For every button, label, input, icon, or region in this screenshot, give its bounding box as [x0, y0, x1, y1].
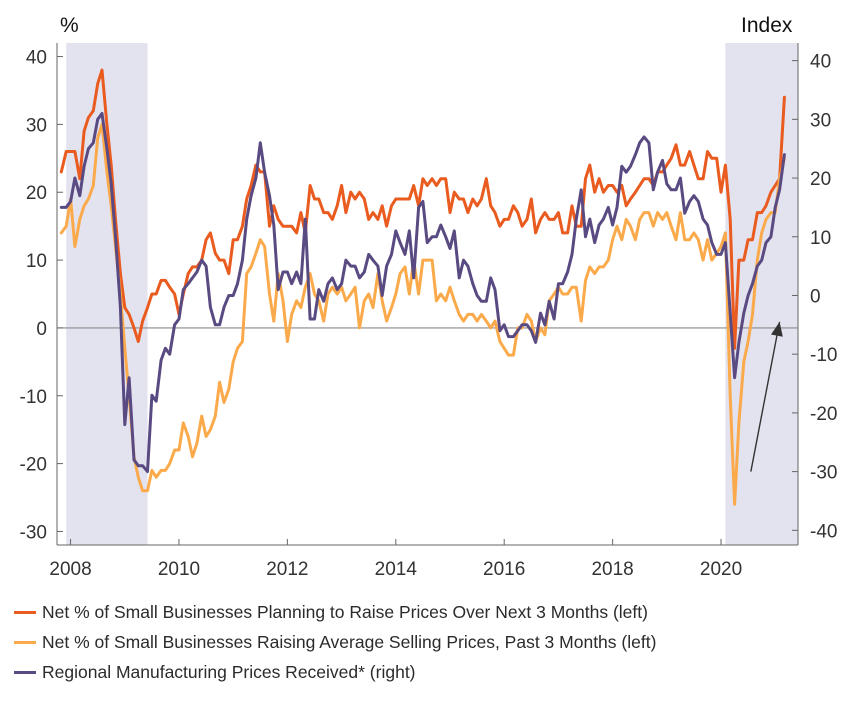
right-tick-label: 40 — [810, 52, 831, 73]
x-tick-label: 2016 — [483, 559, 525, 580]
x-tick-label: 2020 — [700, 559, 742, 580]
left-tick-label: 40 — [26, 48, 47, 69]
legend-label-planning: Net % of Small Businesses Planning to Ra… — [42, 601, 648, 622]
legend: Net % of Small Businesses Planning to Ra… — [14, 597, 656, 687]
series-group — [59, 68, 786, 506]
x-tick-label: 2014 — [375, 559, 418, 580]
legend-item-raising: Net % of Small Businesses Raising Averag… — [14, 627, 656, 657]
legend-swatch-planning — [14, 610, 36, 614]
chart-svg: 403020100-10-20-30403020100-10-20-30-402… — [20, 14, 838, 580]
x-tick-label: 2010 — [158, 559, 200, 580]
ticks-group: 403020100-10-20-30403020100-10-20-30-402… — [20, 48, 838, 580]
right-tick-label: -10 — [810, 345, 837, 366]
x-tick-label: 2018 — [591, 559, 633, 580]
x-tick-label: 2008 — [49, 559, 91, 580]
left-tick-label: 10 — [26, 251, 47, 272]
legend-item-manufacturing: Regional Manufacturing Prices Received* … — [14, 657, 656, 687]
left-axis-unit: % — [60, 14, 79, 37]
left-tick-label: 30 — [26, 115, 47, 136]
left-tick-label: 20 — [26, 183, 47, 204]
right-tick-label: -40 — [810, 521, 837, 542]
legend-swatch-raising — [14, 640, 36, 644]
right-tick-label: 10 — [810, 228, 831, 249]
left-tick-label: -30 — [20, 522, 47, 543]
legend-item-planning: Net % of Small Businesses Planning to Ra… — [14, 597, 656, 627]
left-tick-label: -20 — [20, 455, 47, 476]
left-tick-label: -10 — [20, 387, 47, 408]
annotation-arrow-shaft — [750, 321, 781, 472]
right-tick-label: 20 — [810, 169, 831, 190]
annotation-group — [750, 321, 783, 472]
series-line-2 — [59, 112, 786, 474]
annotation-arrow-head — [771, 321, 783, 337]
right-tick-label: 30 — [810, 110, 831, 131]
right-tick-label: -20 — [810, 404, 837, 425]
axes-frame — [56, 43, 799, 546]
series-line-1 — [59, 122, 786, 506]
right-tick-label: -30 — [810, 463, 837, 484]
right-tick-label: 0 — [810, 286, 821, 307]
right-axis-unit: Index — [741, 14, 793, 37]
left-tick-label: 0 — [36, 319, 47, 340]
legend-swatch-manufacturing — [14, 670, 36, 674]
x-tick-label: 2012 — [266, 559, 308, 580]
legend-label-manufacturing: Regional Manufacturing Prices Received* … — [42, 661, 416, 682]
legend-label-raising: Net % of Small Businesses Raising Averag… — [42, 631, 657, 652]
